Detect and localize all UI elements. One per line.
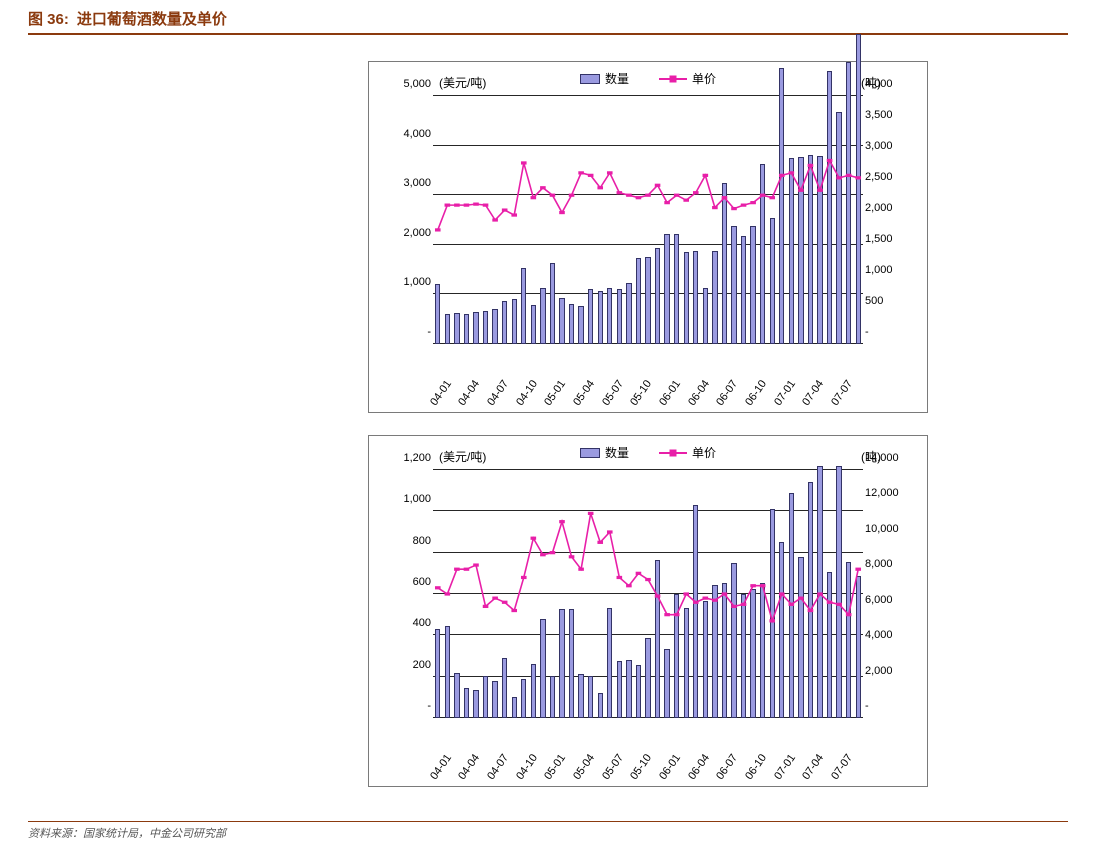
y-right-tick: 4,000: [865, 78, 925, 90]
y-left-tick: 2,000: [371, 227, 431, 239]
y-right-tick: -: [865, 326, 925, 338]
figure-footer: 资料来源：国家统计局，中金公司研究部: [28, 821, 1068, 842]
legend-swatch-bar: [580, 448, 600, 458]
x-tick: 06-04: [686, 752, 712, 782]
y-left-unit: (美元/吨): [439, 448, 486, 465]
x-tick: 05-07: [600, 752, 626, 782]
x-tick: 04-01: [428, 378, 454, 408]
y-left-tick: 1,000: [371, 493, 431, 505]
plot-area: [433, 470, 863, 718]
legend-label-bar: 数量: [605, 444, 629, 461]
figure-title: 进口葡萄酒数量及单价: [77, 8, 227, 29]
x-tick: 07-07: [829, 752, 855, 782]
y-axis-right: -2,0004,0006,0008,00010,00012,00014,000: [865, 470, 925, 718]
x-tick: 05-01: [543, 378, 569, 408]
x-tick: 07-04: [801, 378, 827, 408]
legend-item-line: 单价: [659, 70, 716, 87]
y-left-tick: -: [371, 700, 431, 712]
legend-item-bar: 数量: [580, 70, 629, 87]
x-tick: 04-07: [485, 378, 511, 408]
y-right-tick: 3,500: [865, 109, 925, 121]
legend-swatch-line: [659, 452, 687, 454]
chart-bottom: 数量单价(美元/吨)(吨)-2004006008001,0001,200-2,0…: [368, 435, 928, 787]
y-right-tick: -: [865, 700, 925, 712]
y-left-tick: 4,000: [371, 128, 431, 140]
chart-top: 数量单价(美元/吨)(吨)-1,0002,0003,0004,0005,000-…: [368, 61, 928, 413]
x-tick: 04-04: [457, 752, 483, 782]
y-left-unit: (美元/吨): [439, 74, 486, 91]
plot-area: [433, 96, 863, 344]
y-right-tick: 10,000: [865, 523, 925, 535]
legend-label-bar: 数量: [605, 70, 629, 87]
y-left-tick: -: [371, 326, 431, 338]
y-left-tick: 800: [371, 535, 431, 547]
x-tick: 07-04: [801, 752, 827, 782]
x-tick: 05-04: [571, 752, 597, 782]
y-left-tick: 3,000: [371, 177, 431, 189]
source-text: 资料来源：国家统计局，中金公司研究部: [28, 828, 226, 840]
x-tick: 04-04: [457, 378, 483, 408]
figure-title-row: 图 36: 进口葡萄酒数量及单价: [28, 8, 1068, 35]
line-series: [433, 470, 863, 718]
x-tick: 04-07: [485, 752, 511, 782]
y-right-tick: 2,000: [865, 202, 925, 214]
y-axis-left: -1,0002,0003,0004,0005,000: [371, 96, 431, 344]
x-tick: 04-01: [428, 752, 454, 782]
y-left-tick: 1,200: [371, 452, 431, 464]
x-tick: 06-07: [715, 752, 741, 782]
x-axis: 04-0104-0404-0704-1005-0105-0405-0705-10…: [433, 722, 863, 782]
legend-swatch-bar: [580, 74, 600, 84]
charts-container: 数量单价(美元/吨)(吨)-1,0002,0003,0004,0005,000-…: [28, 35, 1068, 787]
x-tick: 06-10: [743, 378, 769, 408]
x-tick: 06-07: [715, 378, 741, 408]
line-series: [433, 96, 863, 344]
x-tick: 05-04: [571, 378, 597, 408]
legend-item-bar: 数量: [580, 444, 629, 461]
y-right-tick: 6,000: [865, 594, 925, 606]
y-right-tick: 8,000: [865, 558, 925, 570]
y-right-tick: 2,500: [865, 171, 925, 183]
y-left-tick: 400: [371, 617, 431, 629]
legend-label-line: 单价: [692, 444, 716, 461]
y-right-tick: 500: [865, 295, 925, 307]
x-tick: 06-04: [686, 378, 712, 408]
y-left-tick: 200: [371, 659, 431, 671]
legend-item-line: 单价: [659, 444, 716, 461]
x-tick: 06-01: [657, 752, 683, 782]
y-left-tick: 1,000: [371, 276, 431, 288]
x-tick: 05-07: [600, 378, 626, 408]
x-tick: 07-01: [772, 378, 798, 408]
x-tick: 07-01: [772, 752, 798, 782]
x-tick: 04-10: [514, 752, 540, 782]
y-right-tick: 1,000: [865, 264, 925, 276]
legend-swatch-line: [659, 78, 687, 80]
x-axis: 04-0104-0404-0704-1005-0105-0405-0705-10…: [433, 348, 863, 408]
y-right-tick: 1,500: [865, 233, 925, 245]
x-tick: 04-10: [514, 378, 540, 408]
y-right-tick: 3,000: [865, 140, 925, 152]
x-tick: 05-10: [629, 378, 655, 408]
y-axis-left: -2004006008001,0001,200: [371, 470, 431, 718]
figure-prefix: 图 36:: [28, 8, 69, 29]
y-right-tick: 2,000: [865, 665, 925, 677]
x-tick: 05-10: [629, 752, 655, 782]
y-right-tick: 4,000: [865, 629, 925, 641]
x-tick: 07-07: [829, 378, 855, 408]
y-axis-right: -5001,0001,5002,0002,5003,0003,5004,000: [865, 96, 925, 344]
y-left-tick: 5,000: [371, 78, 431, 90]
y-right-tick: 14,000: [865, 452, 925, 464]
legend-label-line: 单价: [692, 70, 716, 87]
x-tick: 06-01: [657, 378, 683, 408]
x-tick: 05-01: [543, 752, 569, 782]
x-tick: 06-10: [743, 752, 769, 782]
y-right-tick: 12,000: [865, 487, 925, 499]
y-left-tick: 600: [371, 576, 431, 588]
